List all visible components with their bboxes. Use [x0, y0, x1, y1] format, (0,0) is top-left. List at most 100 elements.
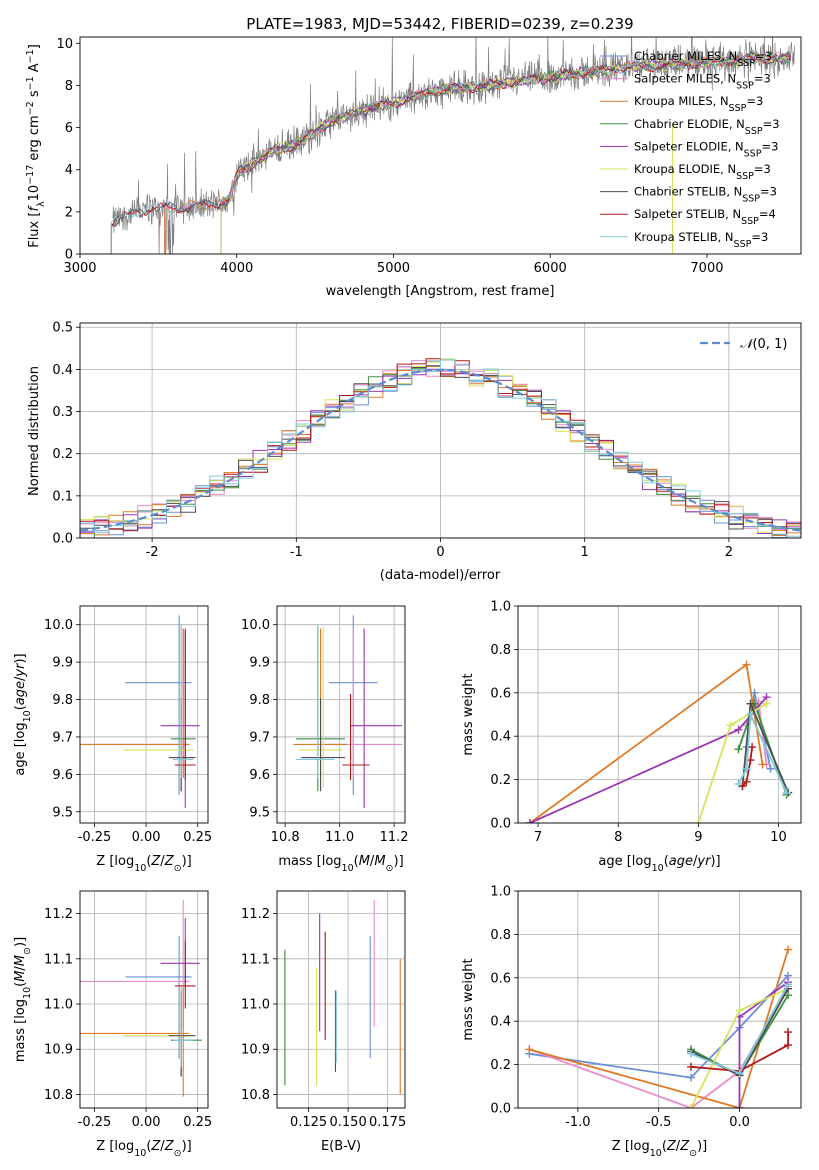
- errorbar-point: [174, 630, 196, 780]
- y-tick-label: 0.0: [490, 1102, 511, 1117]
- y-tick-label: 10.0: [44, 618, 73, 633]
- mass-weight-marker: [742, 764, 751, 773]
- y-tick-label: 0.2: [490, 1058, 511, 1073]
- y-tick-label: 10.0: [241, 618, 270, 633]
- errorbar-point: [296, 624, 335, 779]
- x-tick-label: 0.150: [330, 1115, 367, 1130]
- errorbar-point: [174, 940, 196, 1009]
- frame: -0.25 0.00 0.25 9.5 9.6 9.7 9.8 9.9 10.0 Z [log10…: [13, 605, 212, 874]
- mass-weight-line: [737, 710, 788, 793]
- x-tick-label: 9: [694, 830, 702, 845]
- normal-curve-line: [80, 368, 801, 532]
- mass-weight-marker: [726, 721, 735, 730]
- plot-area: [526, 660, 793, 823]
- y-tick-label: 11.1: [241, 952, 270, 967]
- x-tick-label: 7: [534, 830, 542, 845]
- x-axis-label: Z [log10(Z/Z⊙)]: [96, 1139, 191, 1159]
- y-tick-label: 1.0: [490, 600, 511, 615]
- frame: -1.0 -0.5 0.0 0.0 0.2 0.4 0.6 0.8 1.0 Z [log10(Z/…: [461, 885, 802, 1159]
- axes-spectrum: 3000 4000 5000 6000 7000 0 2 4 6 8 10 Chabrier MILE…: [25, 36, 802, 299]
- mass-weight-marker: [758, 760, 767, 769]
- mass-weight-marker: [687, 1049, 696, 1058]
- mass-weight-line: [741, 746, 753, 787]
- axes-age-vs-mass: 10.8 11.0 11.2 9.5 9.6 9.7 9.8 9.9 10.0 mass [log…: [241, 605, 409, 874]
- y-tick-label: 9.7: [52, 730, 73, 745]
- y-tick-label: 9.6: [249, 768, 270, 783]
- plot-area: [80, 358, 801, 538]
- y-tick-label: 10.8: [44, 1088, 73, 1103]
- x-tick-label: 0.00: [132, 830, 161, 845]
- axes-frame: [517, 605, 802, 824]
- errorbar-point: [172, 624, 194, 779]
- mass-weight-marker: [735, 1104, 744, 1108]
- frame: 0.125 0.150 0.175 10.8 10.9 11.0 11.1 11.2 E(B-V…: [241, 890, 406, 1154]
- axes-frame: [79, 36, 802, 255]
- y-axis-label: Flux [fλ10−17 erg cm−2 s−1 A−1]: [25, 44, 47, 248]
- y-tick-label: 11.0: [241, 998, 270, 1013]
- x-tick-label: 5000: [377, 261, 410, 276]
- x-axis-label: wavelength [Angstrom, rest frame]: [326, 284, 555, 299]
- y-tick-label: 10: [56, 37, 73, 52]
- y-tick-label: 11.2: [241, 907, 270, 922]
- mass-weight-marker: [784, 1028, 793, 1037]
- x-tick-label: 7000: [690, 261, 723, 276]
- legend-label: Chabrier STELIB, NSSP=3: [634, 185, 777, 205]
- plot-area: [110, 37, 795, 254]
- y-tick-label: 8: [65, 79, 73, 94]
- y-tick-label: 0.4: [490, 730, 511, 745]
- legend: Chabrier MILES, NSSP=3 Salpeter MILES, NS…: [600, 49, 780, 249]
- axes-frame: [79, 890, 209, 1109]
- x-tick-label: 2: [725, 545, 733, 560]
- mass-weight-marker: [784, 945, 793, 954]
- plot-area: [80, 615, 200, 809]
- x-tick-label: 8: [614, 830, 622, 845]
- y-tick-label: 9.5: [52, 805, 73, 820]
- mass-weight-marker: [766, 764, 775, 773]
- axes-frame: [79, 322, 802, 539]
- mass-weight-marker: [734, 725, 743, 734]
- y-tick-label: 9.5: [249, 805, 270, 820]
- y-tick-label: 9.7: [249, 730, 270, 745]
- legend-label: 𝒩(0, 1): [740, 337, 787, 352]
- mass-weight-marker: [746, 710, 755, 719]
- axes-frame: [276, 890, 406, 1109]
- axes-mass-weight-vs-age: 7 8 9 10 0.0 0.2 0.4 0.6 0.8 1.0 age [log10(age/yr…: [461, 600, 802, 874]
- y-tick-label: 0.1: [52, 489, 73, 504]
- x-tick-label: 10: [770, 830, 787, 845]
- mass-weight-marker: [734, 745, 743, 754]
- mass-weight-marker: [735, 1069, 744, 1078]
- mass-weight-marker: [746, 699, 755, 708]
- y-tick-label: 9.9: [52, 656, 73, 671]
- mass-weight-line: [690, 1032, 789, 1073]
- x-tick-label: 6000: [534, 261, 567, 276]
- mass-weight-marker: [734, 779, 743, 788]
- x-tick-label: 0.25: [183, 830, 212, 845]
- figure-title: PLATE=1983, MJD=53442, FIBERID=0239, z=0…: [246, 15, 633, 33]
- y-tick-label: 11.1: [44, 952, 73, 967]
- y-tick-label: 9.9: [249, 656, 270, 671]
- y-tick-label: 10.8: [241, 1088, 270, 1103]
- plot-area: [284, 900, 401, 1095]
- mass-weight-marker: [762, 699, 771, 708]
- y-tick-label: 0.4: [52, 363, 73, 378]
- legend-label: Kroupa STELIB, NSSP=3: [634, 230, 768, 250]
- x-tick-label: -0.25: [78, 1115, 112, 1130]
- axes-residuals: -2 -1 0 1 2 0.0 0.1 0.2 0.3 0.4 0.5 𝒩(0, 1) (data-mo…: [27, 321, 802, 583]
- errorbar-point: [172, 985, 194, 1068]
- y-tick-label: 0.4: [490, 1015, 511, 1030]
- y-axis-label: mass weight: [461, 673, 476, 755]
- plot-area: [525, 945, 793, 1108]
- model-spectrum-line: [110, 52, 791, 254]
- x-axis-label: (data-model)/error: [380, 568, 501, 583]
- errorbar-point: [80, 628, 190, 779]
- mass-weight-marker: [525, 1045, 534, 1054]
- x-tick-label: 0.125: [290, 1115, 327, 1130]
- y-axis-label: age [log10(age/yr)]: [13, 653, 33, 775]
- x-tick-label: 0: [436, 545, 444, 560]
- y-tick-label: 0.2: [52, 447, 73, 462]
- errorbar-point: [80, 988, 190, 1097]
- y-tick-label: 11.0: [44, 998, 73, 1013]
- legend-label: Kroupa ELODIE, NSSP=3: [634, 162, 771, 182]
- frame: -0.25 0.00 0.25 10.8 10.9 11.0 11.1 11.2 Z [log1…: [13, 890, 212, 1159]
